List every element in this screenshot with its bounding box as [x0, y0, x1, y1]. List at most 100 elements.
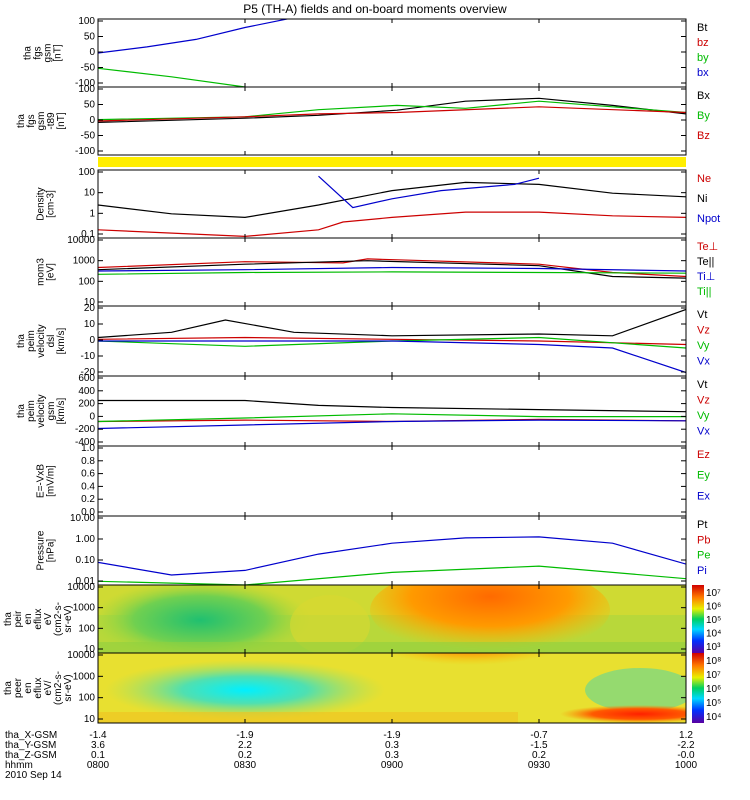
y-tick-label: 400	[78, 386, 95, 397]
ephemeris-value: 1000	[675, 760, 698, 771]
y-tick-label: 100	[78, 623, 95, 634]
y-axis-label: tha	[16, 334, 27, 348]
series-pressure-Pi	[98, 536, 686, 576]
y-tick-label: 10	[84, 644, 96, 655]
y-tick-label: -400	[75, 437, 95, 448]
ephemeris-value: 0.2	[238, 750, 252, 761]
y-tick-label: 1.00	[76, 534, 96, 545]
y-axis-label: eflux	[33, 677, 44, 698]
ephemeris-label: hhmm	[5, 760, 33, 771]
y-tick-label: 100	[78, 16, 95, 27]
y-tick-label: 0	[89, 411, 95, 422]
series-temp-Ti⊥	[98, 266, 686, 272]
y-axis-label: tha	[3, 612, 14, 626]
legend-Vt: Vt	[697, 379, 707, 391]
y-axis-label: [km/s]	[56, 397, 67, 424]
y-axis-label: en	[23, 613, 34, 624]
y-tick-label: -20	[81, 367, 96, 378]
y-tick-label: -10	[81, 351, 96, 362]
panel-frame-density	[97, 169, 687, 239]
series-density-Ni	[98, 181, 686, 219]
y-axis-label: velocity	[36, 324, 47, 357]
y-tick-label: 10	[84, 714, 96, 725]
y-axis-label: [nT]	[53, 44, 64, 61]
y-tick-label: 1.0	[81, 443, 95, 454]
y-axis-label: [nT]	[56, 112, 67, 129]
ephemeris-value: -1.9	[383, 730, 401, 741]
legend-Ey: Ey	[697, 470, 710, 482]
y-tick-label: 20	[84, 303, 96, 314]
ion-spectrogram	[98, 585, 686, 653]
ephemeris-value: -0.0	[677, 750, 695, 761]
date-label: 2010 Sep 14	[5, 770, 62, 781]
series-velocity_gsm-Vy	[98, 413, 686, 423]
y-tick-label: -100	[75, 78, 95, 89]
series-density-Npot	[318, 175, 540, 209]
y-tick-label: -200	[75, 424, 95, 435]
ephemeris-value: 0930	[528, 760, 551, 771]
ephemeris-value: 0.1	[91, 750, 105, 761]
y-axis-label: peer	[13, 677, 24, 698]
ephemeris-value: 0900	[381, 760, 404, 771]
ephemeris-value: -2.2	[677, 740, 695, 751]
y-axis-label: gsm	[43, 44, 54, 63]
series-velocity_dsl-Vx	[98, 340, 686, 374]
y-axis-label: -t89	[46, 112, 57, 130]
y-axis-label: Density	[36, 187, 47, 220]
y-tick-label: 1000	[73, 671, 96, 682]
y-axis-label: sr-eV)	[63, 605, 74, 632]
y-axis-label: sr-eV)	[63, 674, 74, 701]
y-axis-label: (cm2-s-	[53, 602, 64, 636]
y-tick-label: 10000	[67, 650, 95, 661]
series-fgs-bx	[98, 19, 291, 54]
legend-Npot: Npot	[697, 213, 720, 225]
y-axis-label: fgs	[26, 114, 37, 127]
colorbar-tick: 10⁸	[706, 656, 721, 667]
legend-By: By	[697, 110, 710, 122]
series-velocity_gsm-Vx	[98, 419, 686, 430]
colorbar-tick: 10⁵	[706, 615, 721, 626]
y-tick-label: 10	[84, 188, 96, 199]
y-axis-label: tha	[23, 46, 34, 60]
legend-bx: bx	[697, 67, 709, 79]
panel-frame-fgs	[97, 18, 687, 88]
y-tick-label: 100	[78, 276, 95, 287]
legend-Te⊥: Te⊥	[697, 241, 718, 253]
series-fgs-by	[98, 67, 246, 87]
y-axis-label: [km/s]	[56, 327, 67, 354]
y-axis-label: (cm2-s-	[53, 671, 64, 705]
ephemeris-value: 0.2	[532, 750, 546, 761]
y-axis-label: gsm	[46, 402, 57, 421]
colorbar-tick: 10⁴	[706, 712, 721, 723]
series-density-Ne	[98, 211, 686, 238]
spectrogram-panels	[98, 585, 704, 723]
y-axis-label: peir	[13, 610, 24, 627]
y-axis-label: peim	[26, 330, 37, 352]
ephemeris-value: 0830	[234, 760, 257, 771]
y-tick-label: 10	[84, 319, 96, 330]
y-tick-label: 0.1	[81, 229, 95, 240]
legend-Pb: Pb	[697, 534, 710, 546]
y-axis-label: tha	[16, 404, 27, 418]
y-tick-label: 50	[84, 32, 96, 43]
ephemeris-value: 0800	[87, 760, 110, 771]
y-axis-label: mom3	[36, 258, 47, 286]
electron-spectrogram	[98, 653, 686, 723]
series-temp-Ti||	[98, 271, 686, 275]
y-tick-label: -100	[75, 146, 95, 157]
ephemeris-value: 2.2	[238, 740, 252, 751]
ephemeris-value: 1.2	[679, 730, 693, 741]
series-fgs_dc-Bz	[98, 106, 686, 122]
legend-Vt: Vt	[697, 309, 707, 321]
colorbar-tick: 10⁶	[706, 684, 721, 695]
y-tick-label: 0.2	[81, 494, 95, 505]
legend-Te||: Te||	[697, 256, 714, 268]
y-axis-label: peim	[26, 400, 37, 422]
y-tick-label: 10.00	[70, 513, 95, 524]
legend-Vy: Vy	[697, 410, 710, 422]
legend-by: by	[697, 52, 709, 64]
y-tick-label: 0.8	[81, 456, 95, 467]
ephemeris-value: -1.5	[530, 740, 548, 751]
data-quality-bar	[98, 157, 686, 167]
